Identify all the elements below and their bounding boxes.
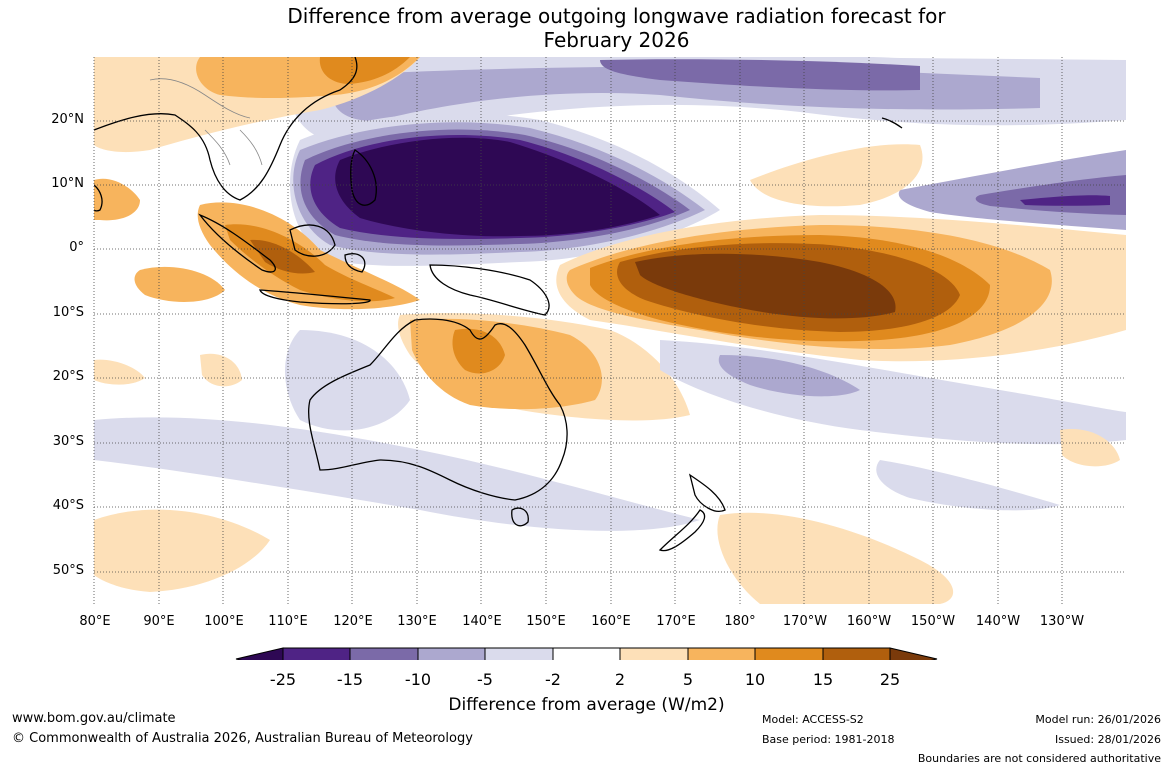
colorbar-label: -25 xyxy=(269,670,297,689)
lon-label: 170°W xyxy=(782,614,828,629)
anomaly-region xyxy=(717,512,954,604)
anomaly-region xyxy=(1060,429,1120,467)
colorbar-swatch xyxy=(754,647,824,660)
colorbar-swatch xyxy=(282,647,351,660)
colorbar-label: -10 xyxy=(404,670,432,689)
new-zealand-north-coastline xyxy=(688,473,726,512)
anomaly-region xyxy=(335,137,660,237)
lat-label: 10°N xyxy=(51,176,84,191)
colorbar-swatch xyxy=(619,647,689,660)
country-borders xyxy=(149,78,263,166)
anomaly-region xyxy=(134,266,225,302)
lon-label: 120°E xyxy=(333,614,373,629)
lon-label: 160°E xyxy=(591,614,631,629)
anomaly-region xyxy=(319,57,410,84)
model-name: Model: ACCESS-S2 xyxy=(762,713,864,726)
lat-label: 0° xyxy=(69,240,84,255)
australia-coastline xyxy=(308,318,568,501)
india-coastline xyxy=(94,184,103,212)
lat-label: 40°S xyxy=(52,498,84,513)
lon-label: 140°W xyxy=(975,614,1021,629)
java-coastline xyxy=(259,289,371,305)
tasmania-coastline xyxy=(511,507,529,527)
coastlines xyxy=(94,57,903,552)
anomaly-region xyxy=(94,417,700,531)
anomaly-region xyxy=(635,253,896,319)
colorbar-swatch xyxy=(349,647,419,660)
map-title-line1: Difference from average outgoing longwav… xyxy=(287,4,946,28)
anomaly-region xyxy=(250,239,315,274)
colorbar-title: Difference from average (W/m2) xyxy=(448,695,725,715)
lon-label: 100°E xyxy=(204,614,244,629)
colorbar-extend-low xyxy=(235,647,284,660)
lat-label: 20°N xyxy=(51,112,84,127)
sumatra-coastline xyxy=(198,213,276,273)
anomaly-region xyxy=(200,353,242,387)
boundaries-disclaimer: Boundaries are not considered authoritat… xyxy=(917,752,1161,765)
lat-label: 20°S xyxy=(52,369,84,384)
colorbar-label: 2 xyxy=(614,670,626,689)
anomaly-region xyxy=(876,460,1060,511)
colorbar-label: 15 xyxy=(812,670,834,689)
colorbar xyxy=(235,647,938,660)
lon-label: 170°E xyxy=(656,614,696,629)
colorbar-label: -15 xyxy=(336,670,364,689)
new-guinea-coastline xyxy=(429,264,550,316)
anomaly-region xyxy=(452,328,505,374)
colorbar-swatch xyxy=(484,647,554,660)
lon-label: 150°W xyxy=(910,614,956,629)
anomaly-contours xyxy=(94,57,1126,604)
lon-label: 160°W xyxy=(846,614,892,629)
anomaly-region xyxy=(1020,195,1110,206)
anomaly-region xyxy=(750,144,923,207)
lon-label: 180° xyxy=(724,614,756,629)
border-line xyxy=(149,78,251,119)
copyright-notice: © Commonwealth of Australia 2026, Austra… xyxy=(12,731,473,746)
lon-label: 80°E xyxy=(79,614,111,629)
lon-label: 110°E xyxy=(268,614,308,629)
border-line xyxy=(239,129,263,166)
lat-label: 10°S xyxy=(52,305,84,320)
anomaly-region xyxy=(718,355,860,397)
anomaly-region xyxy=(600,59,920,91)
colorbar-label: 5 xyxy=(682,670,694,689)
lat-label: 50°S xyxy=(52,563,84,578)
colorbar-swatch xyxy=(552,647,621,660)
anomaly-region xyxy=(94,509,270,592)
sulawesi-coastline xyxy=(344,253,366,273)
colorbar-swatch xyxy=(687,647,756,660)
colorbar-swatch xyxy=(417,647,486,660)
asia-coastline xyxy=(94,57,358,201)
colorbar-label: -2 xyxy=(545,670,561,689)
lon-label: 140°E xyxy=(462,614,502,629)
colorbar-label: 10 xyxy=(744,670,766,689)
colorbar-label: -5 xyxy=(477,670,493,689)
map-title-line2: February 2026 xyxy=(543,28,690,52)
anomaly-region xyxy=(94,178,140,221)
model-run-date: Model run: 26/01/2026 xyxy=(1035,713,1161,726)
colorbar-label: 25 xyxy=(879,670,901,689)
website-url: www.bom.gov.au/climate xyxy=(12,711,176,726)
hawaii-coastline xyxy=(881,117,903,129)
base-period: Base period: 1981-2018 xyxy=(762,733,895,746)
philippines-coastline xyxy=(350,149,377,206)
lat-label: 30°S xyxy=(52,434,84,449)
lon-label: 130°W xyxy=(1039,614,1085,629)
lon-label: 90°E xyxy=(143,614,175,629)
issued-date: Issued: 28/01/2026 xyxy=(1054,733,1161,746)
graticule xyxy=(93,57,1126,604)
borneo-coastline xyxy=(289,224,336,257)
anomaly-map xyxy=(93,57,1126,660)
border-line xyxy=(204,129,231,166)
lon-label: 150°E xyxy=(526,614,566,629)
colorbar-extend-high xyxy=(889,647,938,660)
colorbar-swatch xyxy=(822,647,891,660)
lon-label: 130°E xyxy=(397,614,437,629)
